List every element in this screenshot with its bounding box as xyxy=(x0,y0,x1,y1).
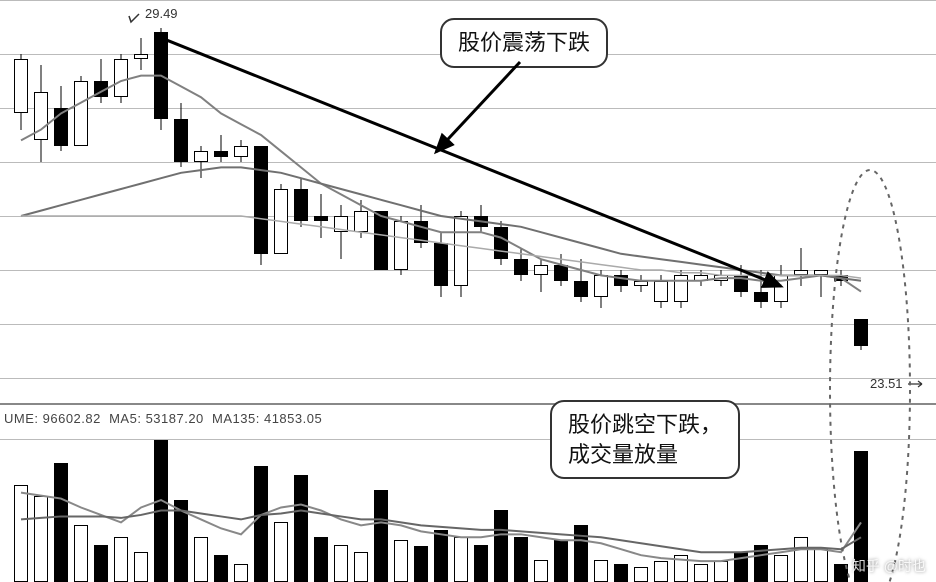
volume-bar xyxy=(574,525,588,582)
volume-bar xyxy=(234,564,248,582)
volume-bar xyxy=(194,537,208,582)
volume-bar xyxy=(254,466,268,582)
annotation-gap-line2: 成交量放量 xyxy=(568,442,678,467)
low-price-label: 23.51 xyxy=(870,376,903,391)
volume-bar xyxy=(34,496,48,582)
volume-bar xyxy=(94,545,108,582)
volume-bar xyxy=(414,546,428,582)
ma5-value: 53187.20 xyxy=(146,411,204,426)
volume-bar xyxy=(434,530,448,582)
watermark: 知乎 @时也 xyxy=(852,556,926,576)
price-gridline xyxy=(0,378,936,379)
volume-bar xyxy=(794,537,808,582)
volume-bar xyxy=(674,555,688,582)
volume-bar xyxy=(274,522,288,582)
volume-bar xyxy=(374,490,388,582)
price-gridline xyxy=(0,216,936,217)
volume-panel: UME: 96602.82 MA5: 53187.20 MA135: 41853… xyxy=(0,405,936,582)
volume-bar xyxy=(314,537,328,582)
volume-bar xyxy=(134,552,148,582)
volume-bar xyxy=(394,540,408,582)
price-gridline xyxy=(0,162,936,163)
volume-bar xyxy=(694,564,708,582)
volume-bar xyxy=(214,555,228,582)
price-gridline xyxy=(0,108,936,109)
volume-bar xyxy=(494,510,508,582)
annotation-gap-down: 股价跳空下跌， 成交量放量 xyxy=(550,400,740,479)
volume-bar xyxy=(174,500,188,582)
volume-bar xyxy=(634,567,648,582)
volume-bar xyxy=(714,561,728,582)
volume-bar xyxy=(514,537,528,582)
price-gridline xyxy=(0,324,936,325)
volume-bar xyxy=(14,485,28,582)
stock-chart: 29.49 23.51 UME: 96602.82 MA5: 53187.20 M… xyxy=(0,0,936,582)
vol-label: UME xyxy=(4,411,34,426)
volume-bar xyxy=(774,555,788,582)
volume-bar xyxy=(814,549,828,582)
volume-bar xyxy=(614,564,628,582)
ma135-label: MA135 xyxy=(212,411,256,426)
volume-bar xyxy=(334,545,348,582)
volume-bar xyxy=(554,540,568,582)
volume-bar xyxy=(594,560,608,582)
volume-legend: UME: 96602.82 MA5: 53187.20 MA135: 41853… xyxy=(4,411,322,426)
volume-bar xyxy=(834,564,848,582)
volume-bar xyxy=(474,545,488,582)
vol-value: 96602.82 xyxy=(43,411,101,426)
ma135-value: 41853.05 xyxy=(264,411,322,426)
ma5-label: MA5 xyxy=(109,411,137,426)
volume-bar xyxy=(654,561,668,582)
volume-bar xyxy=(294,475,308,582)
volume-bar xyxy=(734,552,748,582)
volume-bar xyxy=(114,537,128,582)
volume-bar xyxy=(534,560,548,582)
volume-gridline xyxy=(0,439,936,440)
volume-bar xyxy=(454,537,468,582)
high-price-label: 29.49 xyxy=(145,6,178,21)
volume-bar xyxy=(754,545,768,582)
volume-bar xyxy=(54,463,68,582)
price-gridline xyxy=(0,0,936,1)
volume-bar xyxy=(354,552,368,582)
annotation-downtrend-text: 股价震荡下跌 xyxy=(458,30,590,55)
annotation-downtrend: 股价震荡下跌 xyxy=(440,18,608,68)
volume-bar xyxy=(74,525,88,582)
volume-bar xyxy=(154,440,168,582)
annotation-gap-line1: 股价跳空下跌， xyxy=(568,412,722,437)
